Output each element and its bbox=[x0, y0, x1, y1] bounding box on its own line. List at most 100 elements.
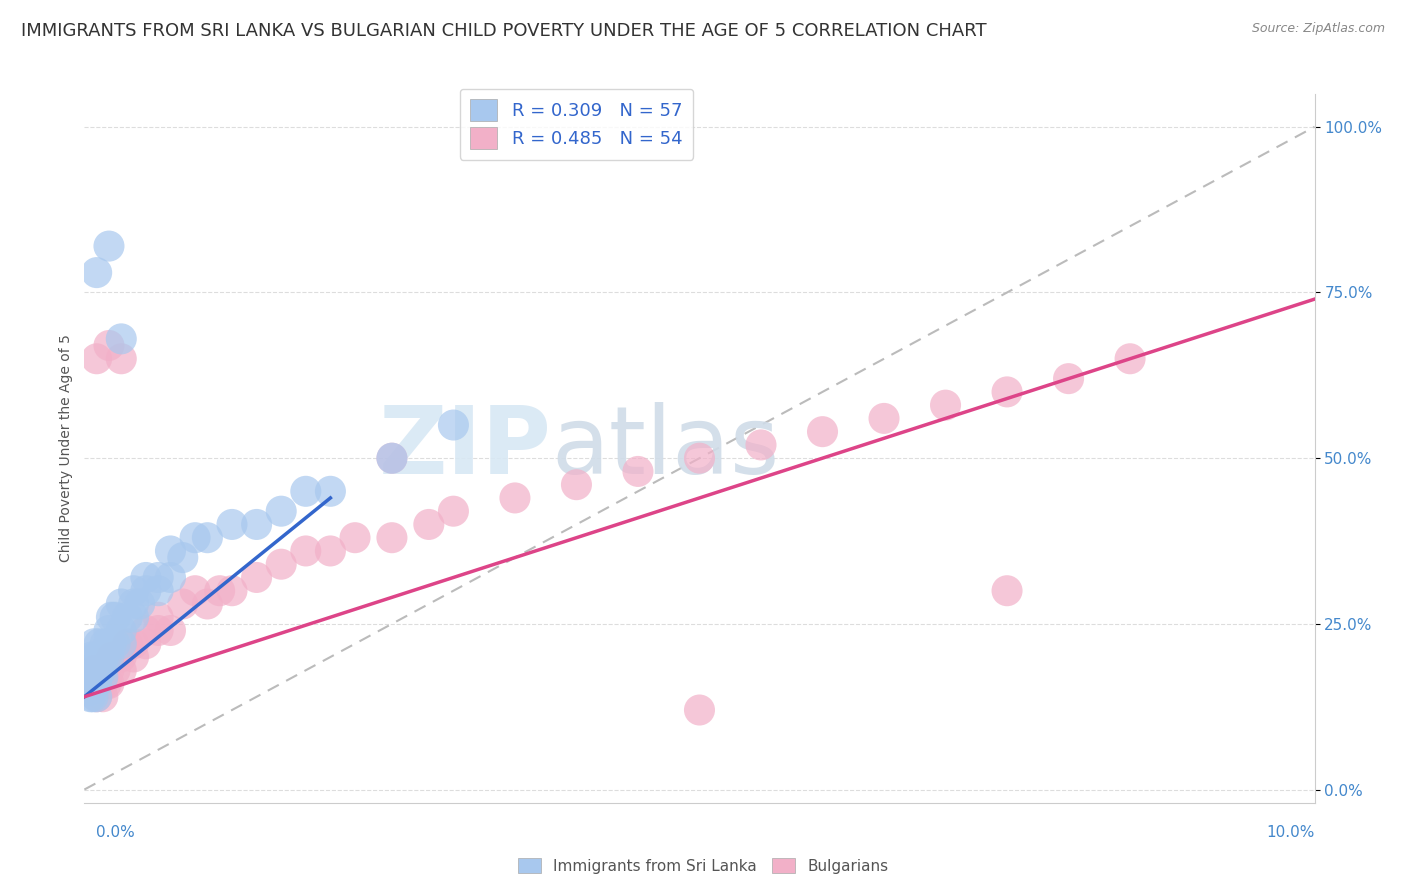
Point bbox=[208, 583, 231, 598]
Text: ZIP: ZIP bbox=[380, 402, 553, 494]
Point bbox=[811, 425, 834, 439]
Point bbox=[159, 544, 181, 558]
Point bbox=[319, 544, 342, 558]
Point bbox=[995, 583, 1018, 598]
Point bbox=[93, 663, 115, 677]
Point bbox=[98, 650, 120, 665]
Point bbox=[89, 650, 111, 665]
Point bbox=[135, 583, 157, 598]
Text: IMMIGRANTS FROM SRI LANKA VS BULGARIAN CHILD POVERTY UNDER THE AGE OF 5 CORRELAT: IMMIGRANTS FROM SRI LANKA VS BULGARIAN C… bbox=[21, 22, 987, 40]
Point bbox=[98, 239, 120, 253]
Point bbox=[86, 351, 108, 366]
Point bbox=[246, 517, 269, 532]
Point bbox=[110, 650, 132, 665]
Point bbox=[86, 690, 108, 704]
Point bbox=[83, 663, 105, 677]
Point bbox=[89, 663, 111, 677]
Point bbox=[79, 676, 101, 690]
Point bbox=[148, 624, 170, 638]
Point bbox=[117, 637, 139, 651]
Point bbox=[96, 650, 118, 665]
Point bbox=[87, 637, 111, 651]
Point bbox=[1119, 351, 1142, 366]
Point bbox=[172, 550, 194, 565]
Point bbox=[104, 637, 127, 651]
Point bbox=[122, 650, 145, 665]
Point bbox=[98, 637, 120, 651]
Point bbox=[91, 650, 114, 665]
Point bbox=[295, 484, 318, 499]
Point bbox=[87, 676, 111, 690]
Point bbox=[148, 570, 170, 584]
Point bbox=[110, 663, 132, 677]
Point bbox=[935, 398, 957, 412]
Point bbox=[104, 610, 127, 624]
Point bbox=[110, 351, 132, 366]
Point bbox=[159, 570, 181, 584]
Point bbox=[94, 637, 117, 651]
Point bbox=[77, 683, 100, 698]
Legend: R = 0.309   N = 57, R = 0.485   N = 54: R = 0.309 N = 57, R = 0.485 N = 54 bbox=[460, 88, 693, 160]
Point bbox=[689, 451, 711, 466]
Point bbox=[100, 650, 122, 665]
Point bbox=[83, 663, 105, 677]
Point bbox=[98, 624, 120, 638]
Point bbox=[86, 650, 108, 665]
Point bbox=[86, 676, 108, 690]
Point bbox=[184, 531, 207, 545]
Point bbox=[86, 663, 108, 677]
Point bbox=[100, 637, 122, 651]
Point bbox=[86, 266, 108, 280]
Point bbox=[381, 531, 404, 545]
Point bbox=[122, 597, 145, 611]
Text: Source: ZipAtlas.com: Source: ZipAtlas.com bbox=[1251, 22, 1385, 36]
Point bbox=[110, 624, 132, 638]
Point bbox=[93, 650, 115, 665]
Point bbox=[565, 477, 588, 491]
Point bbox=[122, 583, 145, 598]
Point bbox=[122, 610, 145, 624]
Point bbox=[80, 670, 103, 684]
Point bbox=[270, 504, 292, 518]
Point bbox=[689, 703, 711, 717]
Point bbox=[246, 570, 269, 584]
Point bbox=[135, 570, 157, 584]
Legend: Immigrants from Sri Lanka, Bulgarians: Immigrants from Sri Lanka, Bulgarians bbox=[512, 852, 894, 880]
Point bbox=[270, 558, 292, 572]
Point bbox=[104, 663, 127, 677]
Point bbox=[84, 670, 107, 684]
Point bbox=[82, 683, 104, 698]
Point bbox=[995, 384, 1018, 399]
Point bbox=[135, 637, 157, 651]
Point bbox=[122, 637, 145, 651]
Point bbox=[172, 597, 194, 611]
Point bbox=[79, 670, 101, 684]
Point bbox=[197, 531, 219, 545]
Point bbox=[443, 417, 465, 432]
Point bbox=[381, 451, 404, 466]
Point bbox=[96, 676, 118, 690]
Point bbox=[87, 663, 111, 677]
Point bbox=[159, 624, 181, 638]
Point bbox=[82, 676, 104, 690]
Point bbox=[80, 650, 103, 665]
Point bbox=[110, 637, 132, 651]
Point bbox=[148, 610, 170, 624]
Point bbox=[98, 663, 120, 677]
Point bbox=[135, 624, 157, 638]
Point bbox=[79, 663, 101, 677]
Point bbox=[221, 517, 243, 532]
Point bbox=[1057, 371, 1080, 385]
Point bbox=[418, 517, 440, 532]
Point bbox=[86, 663, 108, 677]
Point bbox=[184, 583, 207, 598]
Point bbox=[82, 690, 104, 704]
Point bbox=[319, 484, 342, 499]
Point bbox=[86, 676, 108, 690]
Point bbox=[110, 597, 132, 611]
Point bbox=[91, 676, 114, 690]
Point bbox=[98, 338, 120, 352]
Point bbox=[79, 690, 101, 704]
Point bbox=[221, 583, 243, 598]
Point bbox=[91, 670, 114, 684]
